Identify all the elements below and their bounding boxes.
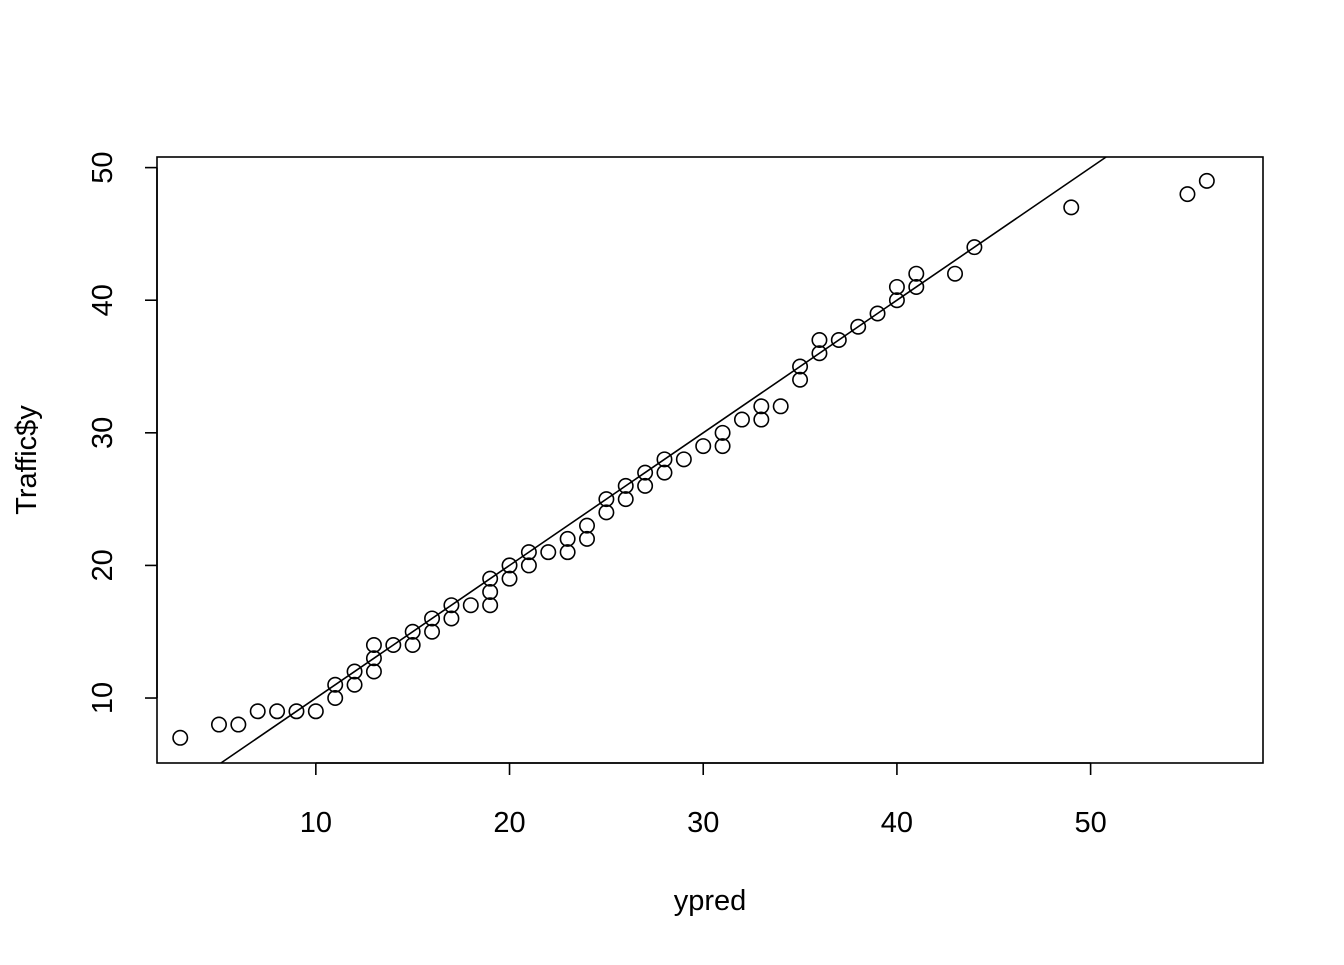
data-point xyxy=(269,703,286,720)
reference-line xyxy=(220,156,1107,764)
data-point xyxy=(714,438,731,455)
data-point xyxy=(404,623,421,640)
data-point xyxy=(385,636,402,653)
data-point xyxy=(617,477,634,494)
data-point xyxy=(443,610,460,627)
y-tick-label: 30 xyxy=(87,417,119,449)
data-point xyxy=(888,292,905,309)
plot-frame xyxy=(156,156,1264,764)
data-point xyxy=(307,703,324,720)
data-point xyxy=(695,438,712,455)
data-point xyxy=(656,451,673,468)
data-point xyxy=(1179,186,1196,203)
data-point xyxy=(908,265,925,282)
data-point xyxy=(288,703,305,720)
data-point xyxy=(365,650,382,667)
y-tick-label: 20 xyxy=(87,549,119,581)
x-tick-label: 10 xyxy=(300,807,332,839)
data-point xyxy=(947,265,964,282)
y-tick-label: 10 xyxy=(87,682,119,714)
data-point xyxy=(501,570,518,587)
data-point xyxy=(172,729,189,746)
data-point xyxy=(888,278,905,295)
data-point xyxy=(714,424,731,441)
data-point xyxy=(443,597,460,614)
data-point xyxy=(830,331,847,348)
data-point xyxy=(365,663,382,680)
data-point xyxy=(637,464,654,481)
data-point xyxy=(424,610,441,627)
data-point xyxy=(772,398,789,415)
data-point xyxy=(617,491,634,508)
data-point xyxy=(908,278,925,295)
data-point xyxy=(559,544,576,561)
y-axis-label: Traffic$y xyxy=(11,405,43,515)
data-point xyxy=(210,716,227,733)
data-point xyxy=(792,371,809,388)
data-point xyxy=(966,239,983,256)
y-tick-label: 50 xyxy=(87,151,119,183)
x-axis: 10 20 30 40 50 xyxy=(300,762,1107,839)
data-point xyxy=(520,544,537,561)
x-tick-label: 40 xyxy=(881,807,913,839)
data-point xyxy=(579,517,596,534)
x-tick-label: 50 xyxy=(1074,807,1106,839)
data-point xyxy=(811,345,828,362)
data-point xyxy=(249,703,266,720)
data-point xyxy=(230,716,247,733)
data-point xyxy=(559,530,576,547)
data-point xyxy=(753,398,770,415)
data-point xyxy=(598,491,615,508)
data-point xyxy=(482,570,499,587)
data-point xyxy=(753,411,770,428)
data-point xyxy=(346,663,363,680)
data-point xyxy=(482,583,499,600)
data-point xyxy=(365,636,382,653)
data-point xyxy=(346,676,363,693)
data-point xyxy=(637,477,654,494)
data-point xyxy=(869,305,886,322)
data-points-layer xyxy=(172,172,1215,746)
x-tick-label: 30 xyxy=(687,807,719,839)
data-point xyxy=(404,636,421,653)
data-point xyxy=(675,451,692,468)
data-point xyxy=(520,557,537,574)
data-point xyxy=(482,597,499,614)
data-point xyxy=(1063,199,1080,216)
reference-line-layer xyxy=(220,156,1107,764)
data-point xyxy=(598,504,615,521)
data-point xyxy=(424,623,441,640)
data-point xyxy=(733,411,750,428)
y-axis: 10 20 30 40 50 xyxy=(87,151,158,714)
x-tick-label: 20 xyxy=(493,807,525,839)
data-point xyxy=(501,557,518,574)
data-point xyxy=(462,597,479,614)
data-point xyxy=(1198,172,1215,189)
data-point xyxy=(327,690,344,707)
data-point xyxy=(540,544,557,561)
data-point xyxy=(579,530,596,547)
x-axis-label: ypred xyxy=(674,885,747,917)
data-point xyxy=(792,358,809,375)
data-point xyxy=(656,464,673,481)
y-tick-label: 40 xyxy=(87,284,119,316)
data-point xyxy=(811,331,828,348)
data-point xyxy=(850,318,867,335)
data-point xyxy=(327,676,344,693)
